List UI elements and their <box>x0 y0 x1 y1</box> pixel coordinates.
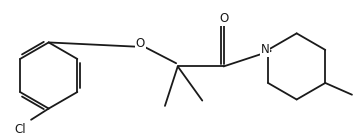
Text: O: O <box>219 12 228 25</box>
Text: N: N <box>261 43 270 56</box>
Text: O: O <box>136 37 145 50</box>
Text: Cl: Cl <box>15 123 26 136</box>
